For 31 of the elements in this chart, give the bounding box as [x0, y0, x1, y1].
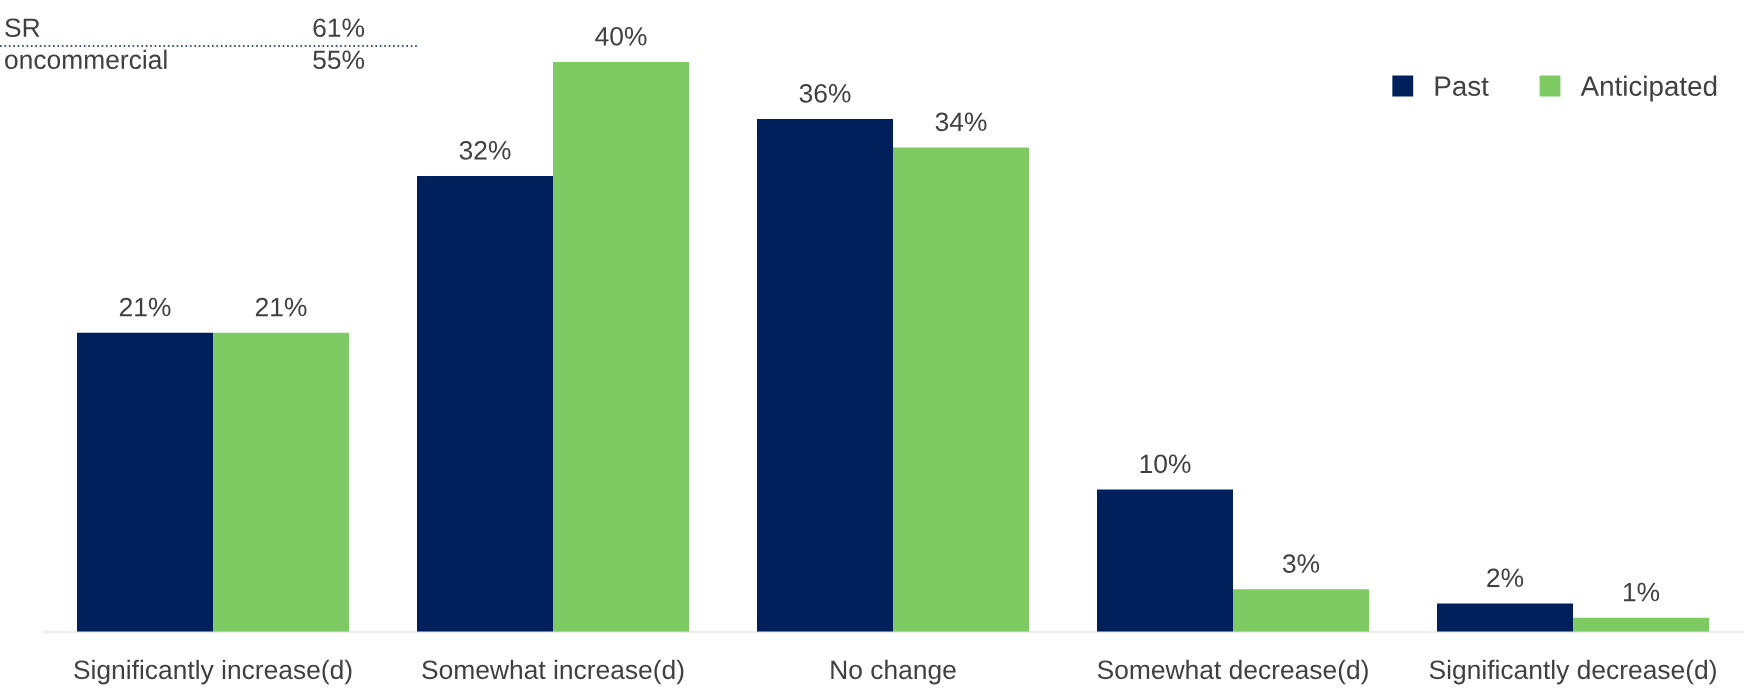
data-label: 40% [595, 26, 647, 46]
x-tick-label: Somewhat decrease(d) [1097, 659, 1368, 685]
bar [1437, 603, 1573, 632]
annotation: 55% [313, 50, 365, 70]
x-tick-label: Significantly increase(d) [74, 659, 352, 685]
x-tick-label: Significantly decrease(d) [1429, 659, 1716, 685]
bar [213, 332, 349, 632]
data-label: 21% [255, 297, 307, 317]
legend-label: Past [1435, 76, 1489, 96]
bar [1097, 489, 1233, 632]
data-label: 1% [1623, 582, 1660, 602]
x-tick-label: Somewhat increase(d) [422, 659, 684, 685]
x-tick-label: No change [831, 659, 956, 685]
data-label: 3% [1282, 554, 1320, 573]
legend-label: Anticipated [1580, 75, 1717, 102]
bar [757, 119, 893, 632]
bar [417, 176, 553, 632]
data-label: 21% [119, 297, 171, 317]
annotation: oncommercial [5, 49, 167, 70]
bar [1573, 617, 1709, 632]
data-label: 34% [935, 112, 987, 132]
bar [1233, 589, 1369, 632]
bar [77, 332, 213, 632]
bar [893, 147, 1029, 632]
text: SR [5, 18, 40, 38]
data-label: 2% [1487, 568, 1524, 588]
data-label: 36% [799, 83, 851, 103]
text: 61% [313, 18, 365, 38]
bar [553, 62, 689, 632]
data-label: 32% [459, 140, 511, 160]
data-label: 10% [1140, 454, 1191, 474]
